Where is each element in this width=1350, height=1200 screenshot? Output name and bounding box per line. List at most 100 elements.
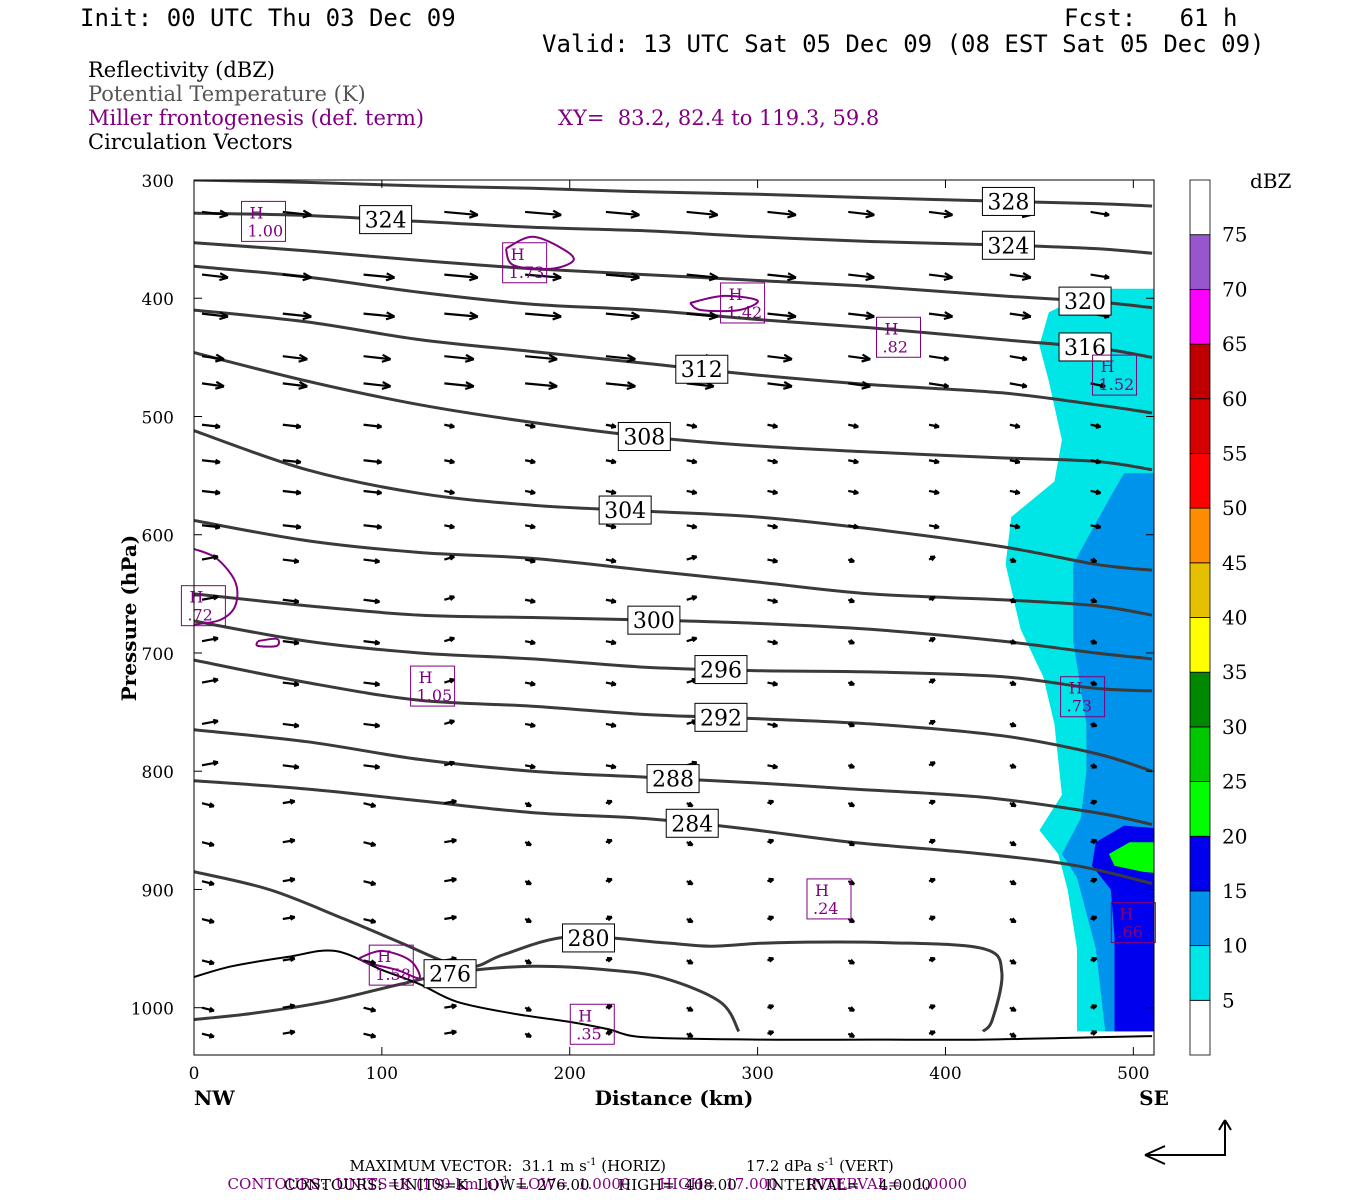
vector-head [295, 458, 302, 465]
fgen-max-6: H1.05 [410, 665, 456, 707]
vector-arrow [928, 877, 936, 884]
vector-shaft [848, 273, 875, 279]
vector-arrow [1090, 721, 1098, 728]
vector-arrow [444, 209, 479, 219]
vector-arrow [282, 353, 308, 363]
contours-purple-units: CONTOURS: UNITS=K (100 km h) [227, 1175, 499, 1193]
vector-arrow [201, 209, 229, 219]
vector-arrow [847, 1006, 856, 1012]
vector-head [687, 801, 694, 808]
vector-arrow [605, 557, 617, 564]
vector-arrow [524, 1006, 532, 1012]
vector-arrow [605, 489, 617, 496]
vector-head [930, 1004, 936, 1010]
vector-arrow [605, 1004, 613, 1010]
colorbar-label: 5 [1222, 988, 1235, 1012]
vector-arrow [848, 489, 859, 496]
vector-head [865, 209, 875, 219]
vector-arrow [201, 554, 219, 561]
fgen-h: H [377, 947, 391, 966]
vector-arrow [928, 1030, 936, 1036]
vector-arrow [847, 917, 856, 924]
vector-head [1095, 423, 1102, 429]
vector-head [1021, 311, 1032, 320]
vector-head [1095, 458, 1102, 465]
vector-arrow [767, 598, 779, 604]
vector-head [449, 636, 456, 643]
vector-shaft [1162, 560, 1166, 562]
vector-arrow [1009, 958, 1017, 965]
vector-shaft [201, 355, 225, 361]
vector-head [849, 597, 855, 604]
theta-label-292: 292 [694, 702, 748, 732]
vector-arrow [201, 523, 221, 530]
vector-head [772, 722, 779, 728]
vector-head [1161, 681, 1166, 685]
theta-label-text: 312 [681, 358, 723, 383]
vector-head [691, 489, 698, 496]
vector-arrow [686, 554, 698, 561]
vector-shaft [282, 382, 308, 388]
vector-head [687, 879, 694, 886]
vector-head [212, 636, 219, 642]
vector-arrow [1162, 459, 1172, 463]
vector-shaft [605, 382, 636, 388]
vector-head [374, 763, 381, 770]
vector-shaft [1162, 314, 1178, 317]
vector-shaft [201, 382, 225, 388]
vector-arrow [524, 722, 536, 728]
theta-label-box [359, 205, 413, 235]
vector-shaft [201, 312, 229, 318]
vector-head [529, 763, 536, 770]
vector-head [930, 838, 936, 845]
vector-head [865, 272, 875, 282]
vector-arrow [1161, 840, 1166, 844]
theta-label-text: 316 [1064, 336, 1106, 361]
vector-arrow [282, 876, 296, 883]
vector-head [1161, 722, 1166, 726]
theta-label-box [665, 808, 719, 838]
vector-arrow [928, 719, 936, 726]
vector-head [212, 760, 219, 767]
vector-head [219, 209, 229, 219]
theta-label-276: 276 [423, 959, 477, 989]
theta-label-284: 284 [665, 808, 719, 838]
vector-head [468, 311, 479, 321]
vector-arrow [444, 914, 457, 921]
vector-arrow [524, 523, 536, 530]
vector-arrow [848, 458, 859, 465]
vector-arrow [1162, 314, 1178, 318]
vector-arrow [767, 311, 797, 321]
vector-arrow [524, 598, 536, 604]
theta-label-296: 296 [694, 655, 748, 685]
vector-head [214, 523, 221, 530]
vector-arrow [605, 423, 617, 429]
vector-shaft [928, 312, 953, 318]
vector-shaft [1162, 525, 1166, 527]
vector-arrow [928, 678, 936, 685]
vector-head [529, 639, 536, 646]
vector-head [451, 1029, 457, 1036]
vector-head [449, 719, 456, 725]
vector-arrow [524, 763, 536, 770]
vector-head [708, 311, 719, 321]
theta-contour-308 [194, 351, 1153, 472]
fgen-max-1: H1.73 [502, 242, 548, 284]
theta-label-text: 320 [1064, 290, 1106, 315]
vector-head [1173, 314, 1178, 318]
y-axis-label: Pressure (hPa) [117, 535, 141, 702]
vector-arrow [525, 209, 562, 219]
vector-head [1010, 801, 1017, 808]
theta-contour-312 [194, 308, 1153, 415]
vector-arrow [686, 879, 694, 886]
vector-arrow [686, 917, 694, 924]
vector-shaft [1162, 1008, 1166, 1010]
vector-head [943, 272, 954, 282]
vector-head [1161, 764, 1166, 768]
theta-label-box [694, 702, 748, 732]
vector-head [370, 1032, 377, 1039]
vector-head [293, 722, 300, 729]
vector-head [1014, 489, 1021, 496]
colorbar-swatch [1189, 453, 1211, 509]
fgen-max-3: H.82 [876, 316, 922, 358]
